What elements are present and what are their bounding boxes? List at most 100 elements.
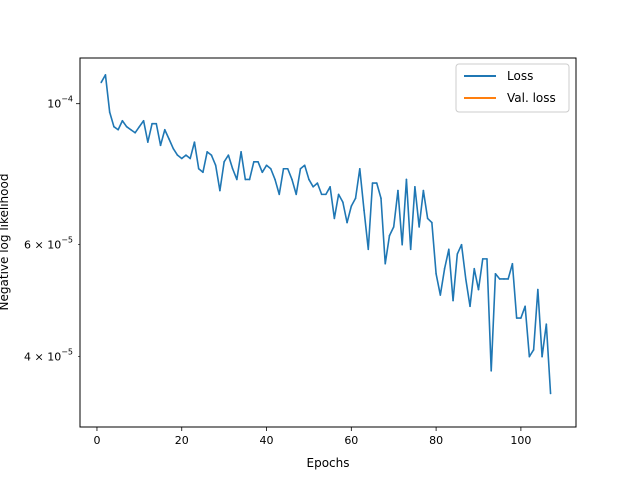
data-point-loss	[392, 226, 395, 228]
data-point-loss	[503, 278, 505, 280]
data-point-loss	[486, 258, 488, 260]
y-tick-label: 6 × 10−5	[24, 236, 73, 252]
series-layer	[100, 74, 552, 395]
data-point-loss	[545, 323, 548, 325]
data-point-loss	[397, 189, 399, 192]
data-point-loss	[130, 128, 132, 131]
data-point-loss	[384, 262, 387, 265]
data-point-loss	[320, 193, 323, 196]
data-point-loss	[172, 147, 175, 150]
data-point-loss	[350, 205, 353, 207]
data-point-loss	[515, 317, 518, 319]
data-point-loss	[507, 278, 509, 280]
data-point-loss	[498, 278, 501, 280]
data-point-loss	[473, 267, 476, 270]
data-point-loss	[240, 151, 242, 153]
data-point-loss	[257, 161, 259, 163]
data-point-loss	[151, 122, 153, 125]
data-point-loss	[375, 182, 378, 184]
legend: Loss Val. loss	[455, 63, 570, 113]
data-point-loss	[388, 234, 391, 237]
data-point-loss	[337, 193, 340, 196]
data-point-loss	[244, 178, 247, 181]
x-tick-label: 100	[510, 434, 531, 447]
data-point-loss	[367, 248, 370, 251]
data-point-loss	[100, 81, 102, 84]
data-point-loss	[537, 288, 539, 291]
data-point-loss	[108, 111, 111, 113]
data-point-loss	[185, 154, 187, 156]
x-ticks: 0 20 40 60 80 100	[93, 427, 531, 447]
data-point-loss	[528, 355, 531, 358]
data-point-loss	[316, 182, 319, 184]
data-point-loss	[210, 154, 213, 156]
data-point-loss	[180, 157, 183, 160]
x-tick-label: 40	[260, 434, 274, 447]
data-point-loss	[456, 253, 459, 255]
data-point-loss	[147, 141, 149, 143]
data-point-loss	[202, 171, 204, 174]
data-point-loss	[278, 193, 281, 196]
data-point-loss	[464, 278, 467, 280]
data-point-loss	[223, 161, 225, 163]
data-point-loss	[358, 167, 361, 170]
data-point-loss	[142, 119, 145, 122]
data-point-loss	[168, 138, 170, 140]
x-axis-label: Epochs	[307, 456, 350, 470]
data-point-loss	[363, 209, 365, 211]
data-point-loss	[125, 125, 128, 128]
data-point-loss	[269, 167, 272, 170]
data-point-loss	[448, 248, 450, 251]
data-point-loss	[253, 161, 255, 163]
data-point-loss	[286, 167, 289, 170]
data-point-loss	[214, 164, 217, 167]
data-point-loss	[295, 193, 298, 196]
x-tick-label: 20	[175, 434, 189, 447]
data-point-loss	[354, 197, 357, 200]
data-point-loss	[405, 178, 408, 181]
data-point-loss	[236, 178, 238, 181]
data-point-loss	[346, 221, 348, 224]
data-point-loss	[549, 392, 552, 395]
data-point-loss	[435, 272, 437, 275]
data-point-loss	[193, 141, 196, 143]
y-axis-label: Negative log likelihood	[0, 174, 11, 311]
data-point-loss	[511, 262, 514, 265]
x-tick-label: 60	[344, 434, 358, 447]
data-point-loss	[532, 349, 535, 351]
data-point-loss	[342, 201, 344, 203]
x-tick-label: 80	[429, 434, 443, 447]
data-point-loss	[308, 178, 310, 181]
data-point-loss	[134, 131, 136, 134]
data-point-loss	[520, 317, 522, 319]
data-point-loss	[431, 221, 433, 224]
data-point-loss	[329, 186, 331, 188]
x-tick-label: 0	[93, 434, 100, 447]
data-point-loss	[299, 167, 302, 170]
y-tick-label: 10−4	[47, 95, 73, 111]
data-point-loss	[113, 125, 115, 128]
data-point-loss	[333, 217, 336, 220]
data-point-loss	[409, 248, 412, 251]
data-point-loss	[138, 125, 141, 128]
data-point-loss	[155, 122, 158, 125]
data-point-loss	[452, 299, 454, 302]
data-point-loss	[490, 370, 493, 372]
data-point-loss	[401, 243, 403, 246]
y-tick-label: 4 × 10−5	[24, 348, 73, 364]
data-point-loss	[541, 355, 543, 358]
data-point-loss	[426, 217, 429, 220]
data-point-loss	[325, 193, 327, 196]
data-point-loss	[274, 178, 276, 181]
data-point-loss	[443, 267, 446, 270]
data-point-loss	[460, 243, 463, 246]
data-point-loss	[371, 182, 374, 184]
data-point-loss	[219, 189, 221, 192]
data-point-loss	[206, 151, 208, 153]
data-point-loss	[477, 288, 480, 291]
data-point-loss	[159, 144, 162, 147]
data-point-loss	[231, 167, 234, 170]
data-point-loss	[117, 128, 119, 131]
data-point-loss	[227, 154, 230, 156]
